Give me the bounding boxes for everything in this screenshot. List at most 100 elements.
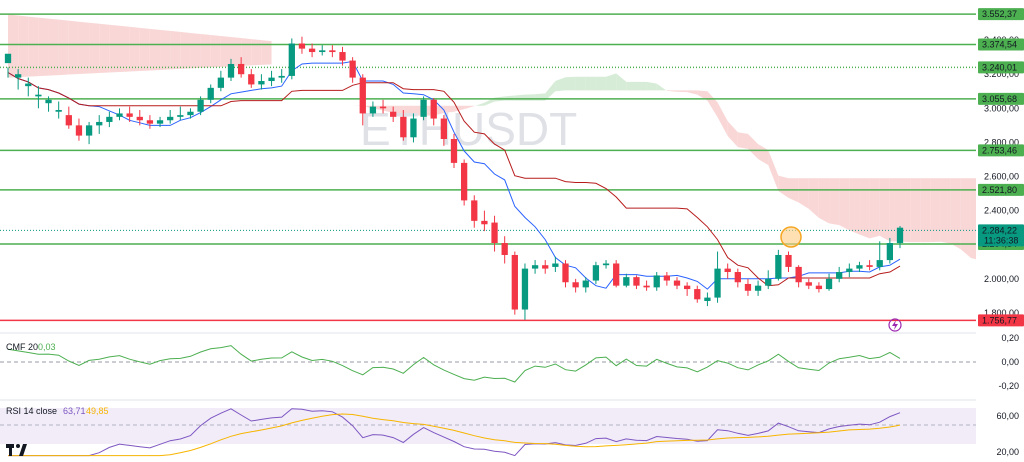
candle[interactable] (136, 110, 143, 126)
candle[interactable] (896, 225, 904, 249)
rsi-pane[interactable]: 60,00 20,00 (0, 408, 1019, 457)
candle[interactable] (846, 263, 853, 278)
candle[interactable] (359, 74, 366, 126)
candle[interactable] (836, 266, 843, 283)
candle[interactable] (258, 74, 265, 90)
candle[interactable] (886, 237, 894, 264)
candle[interactable] (633, 275, 640, 290)
candle[interactable] (116, 108, 123, 121)
candle[interactable] (491, 215, 498, 252)
candle[interactable] (592, 261, 600, 284)
candle[interactable] (177, 106, 184, 121)
candle[interactable] (785, 251, 792, 273)
candle[interactable] (379, 99, 387, 114)
candle[interactable] (501, 236, 508, 264)
candle[interactable] (805, 278, 812, 290)
candle[interactable] (734, 268, 741, 288)
candle[interactable] (85, 121, 93, 145)
candle[interactable] (481, 210, 488, 232)
candle[interactable] (75, 118, 83, 141)
candle[interactable] (308, 43, 316, 58)
candle[interactable] (552, 256, 559, 273)
candle[interactable] (602, 260, 610, 269)
candle[interactable] (704, 292, 711, 307)
candle[interactable] (410, 113, 417, 143)
candle[interactable] (319, 45, 326, 56)
cmf-pane[interactable]: 0,20 0,00 -0,20 (0, 333, 1019, 391)
candle[interactable] (349, 57, 356, 83)
candle[interactable] (643, 280, 650, 291)
candle[interactable] (440, 115, 448, 146)
candle[interactable] (156, 116, 164, 128)
lightning-icon[interactable] (888, 318, 902, 332)
candle[interactable] (4, 53, 12, 78)
candle[interactable] (227, 58, 235, 82)
candle[interactable] (542, 260, 549, 274)
candle[interactable] (237, 57, 245, 78)
candle[interactable] (197, 96, 204, 116)
candle[interactable] (126, 106, 133, 122)
candle[interactable] (430, 98, 437, 126)
candle[interactable] (876, 241, 883, 271)
candle[interactable] (65, 106, 72, 129)
candle[interactable] (420, 96, 427, 121)
candle[interactable] (298, 36, 306, 54)
candle-body (775, 254, 782, 279)
candle[interactable] (460, 159, 468, 206)
candlesticks[interactable] (4, 36, 904, 320)
candle[interactable] (106, 111, 113, 128)
candle[interactable] (744, 278, 752, 296)
candle[interactable] (582, 277, 589, 293)
candle[interactable] (714, 251, 721, 303)
cloud-segment (879, 178, 890, 242)
candle[interactable] (653, 272, 660, 291)
candle[interactable] (268, 70, 275, 87)
candle[interactable] (45, 96, 52, 112)
candle[interactable] (623, 273, 630, 288)
candle[interactable] (369, 101, 377, 117)
candle[interactable] (400, 110, 407, 141)
rsi-tick-label: 20,00 (996, 447, 1019, 457)
candle[interactable] (683, 282, 691, 296)
candle[interactable] (471, 195, 478, 228)
candle[interactable] (815, 282, 823, 293)
candle[interactable] (217, 70, 225, 92)
candle[interactable] (207, 84, 214, 104)
candle[interactable] (724, 263, 731, 279)
candle[interactable] (694, 285, 701, 303)
candle[interactable] (329, 45, 336, 58)
candle[interactable] (765, 270, 772, 290)
candle[interactable] (450, 133, 458, 168)
candle[interactable] (531, 260, 539, 274)
candle[interactable] (55, 101, 62, 119)
candle[interactable] (14, 69, 22, 90)
candle[interactable] (146, 115, 154, 129)
candle[interactable] (572, 278, 579, 293)
candle[interactable] (562, 260, 569, 288)
candle[interactable] (663, 272, 671, 286)
candle[interactable] (856, 261, 863, 273)
candle[interactable] (25, 77, 32, 97)
candle[interactable] (288, 38, 295, 80)
candle[interactable] (248, 69, 255, 88)
candle[interactable] (390, 106, 397, 122)
candle[interactable] (775, 249, 782, 281)
candle[interactable] (825, 273, 833, 291)
candle[interactable] (35, 86, 42, 109)
candle[interactable] (511, 251, 518, 315)
candle[interactable] (339, 46, 346, 66)
candle[interactable] (795, 265, 802, 288)
candle[interactable] (521, 263, 529, 320)
candle[interactable] (187, 108, 194, 119)
tradingview-logo-icon[interactable] (6, 444, 27, 456)
candle[interactable] (673, 277, 681, 290)
candle[interactable] (278, 69, 285, 83)
candle[interactable] (96, 115, 103, 134)
candle[interactable] (866, 260, 873, 271)
alert-button[interactable] (888, 318, 902, 332)
candle[interactable] (754, 280, 762, 296)
cloud-segment (900, 178, 911, 243)
candle[interactable] (613, 260, 620, 288)
candle[interactable] (167, 110, 174, 124)
